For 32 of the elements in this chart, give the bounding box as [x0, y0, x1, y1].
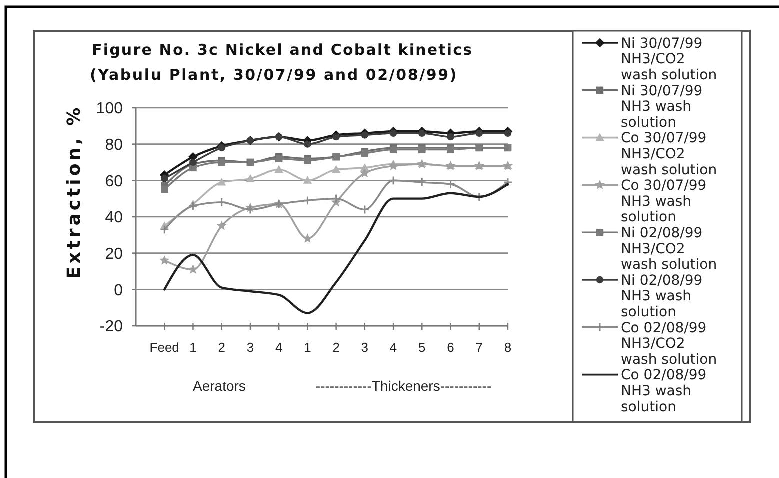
x-tick-label: 4 — [390, 340, 398, 355]
y-tick-label: 60 — [105, 173, 124, 190]
legend-label: Co 02/08/99 NH3/CO2 wash solution — [621, 320, 718, 368]
x-tick-label: 2 — [218, 340, 226, 355]
y-tick-label: 80 — [105, 136, 124, 154]
y-tick-label: 100 — [96, 100, 124, 118]
legend-label: Ni 30/07/99 NH3/CO2 wash solution — [621, 36, 718, 84]
y-axis-title: Extraction, % — [64, 104, 85, 280]
y-tick-label: 40 — [105, 210, 124, 227]
x-tick-label: 1 — [190, 340, 197, 355]
x-tick-label: 1 — [304, 340, 312, 355]
x-tick-label: 7 — [476, 340, 483, 355]
chart-subtitle: (Yabulu Plant, 30/07/99 and 02/08/99) — [90, 66, 458, 84]
y-tick-label: -20 — [100, 318, 124, 336]
x-tick-label: 4 — [275, 340, 283, 355]
x-tick-label: 5 — [418, 340, 426, 355]
y-tick-label: 20 — [105, 246, 124, 263]
x-tick-label: 2 — [332, 340, 340, 355]
legend-label: Co 30/07/99 NH3 wash solution — [621, 178, 707, 226]
legend-label: Co 30/07/99 NH3/CO2 wash solution — [621, 130, 718, 178]
legend-label: Ni 02/08/99 NH3/CO2 wash solution — [621, 226, 718, 274]
x-tick-label: 3 — [246, 340, 254, 355]
legend-label: Co 02/08/99 NH3 wash solution — [621, 368, 707, 416]
x-tick-label: 3 — [361, 340, 369, 355]
legend-label: Ni 02/08/99 NH3 wash solution — [621, 272, 703, 320]
chart-title: Figure No. 3c Nickel and Cobalt kinetics — [92, 41, 474, 59]
x-tick-label: Feed — [150, 340, 180, 355]
y-tick-label: 0 — [114, 282, 124, 300]
x-tick-label: 8 — [504, 340, 512, 355]
x-axis-title: Aerators ------------Thickeners----------- — [193, 378, 492, 394]
x-tick-label: 6 — [447, 340, 454, 355]
legend-label: Ni 30/07/99 NH3 wash solution — [621, 83, 703, 131]
